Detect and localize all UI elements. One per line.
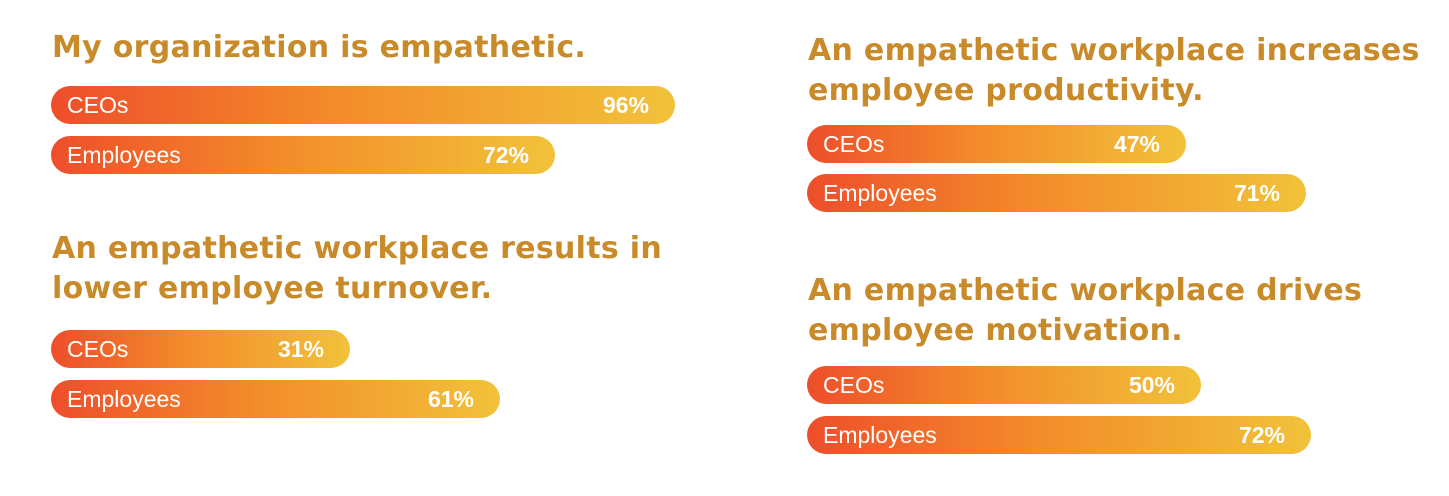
bar-value-label: 47% [1113, 131, 1160, 157]
bar-category-label: Employees [67, 142, 181, 168]
bar-value-label: 61% [427, 386, 474, 412]
bar-ceos: CEOs 50% [807, 366, 1201, 404]
bar-employees: Employees 72% [807, 416, 1311, 454]
bar-value-label: 71% [1233, 180, 1280, 206]
bar-ceos: CEOs 31% [51, 330, 350, 368]
bar-value-label: 31% [277, 336, 324, 362]
chart-title: An empathetic workplace increases employ… [808, 33, 1420, 108]
bar-category-label: CEOs [823, 372, 885, 398]
chart-turnover: An empathetic workplace results in lower… [52, 229, 662, 309]
bar-value-label: 50% [1128, 372, 1175, 398]
bar-ceos: CEOs 47% [807, 125, 1186, 163]
bar-value-label: 96% [602, 92, 649, 118]
bar-category-label: Employees [67, 386, 181, 412]
chart-title: An empathetic workplace results in lower… [52, 231, 663, 306]
chart-title: My organization is empathetic. [52, 30, 587, 65]
bar-value-label: 72% [1238, 422, 1285, 448]
chart-organization-empathetic: My organization is empathetic. [52, 28, 586, 68]
bar-category-label: CEOs [823, 131, 885, 157]
bar-category-label: Employees [823, 422, 937, 448]
bar-category-label: CEOs [67, 336, 129, 362]
chart-productivity: An empathetic workplace increases employ… [808, 31, 1420, 111]
bar-employees: Employees 71% [807, 174, 1306, 212]
bar-value-label: 72% [482, 142, 529, 168]
bar-category-label: CEOs [67, 92, 129, 118]
bar-employees: Employees 72% [51, 136, 555, 174]
bar-category-label: Employees [823, 180, 937, 206]
chart-title: An empathetic workplace drives employee … [808, 273, 1363, 348]
bar-employees: Employees 61% [51, 380, 500, 418]
bar-ceos: CEOs 96% [51, 86, 675, 124]
chart-motivation: An empathetic workplace drives employee … [808, 271, 1362, 351]
